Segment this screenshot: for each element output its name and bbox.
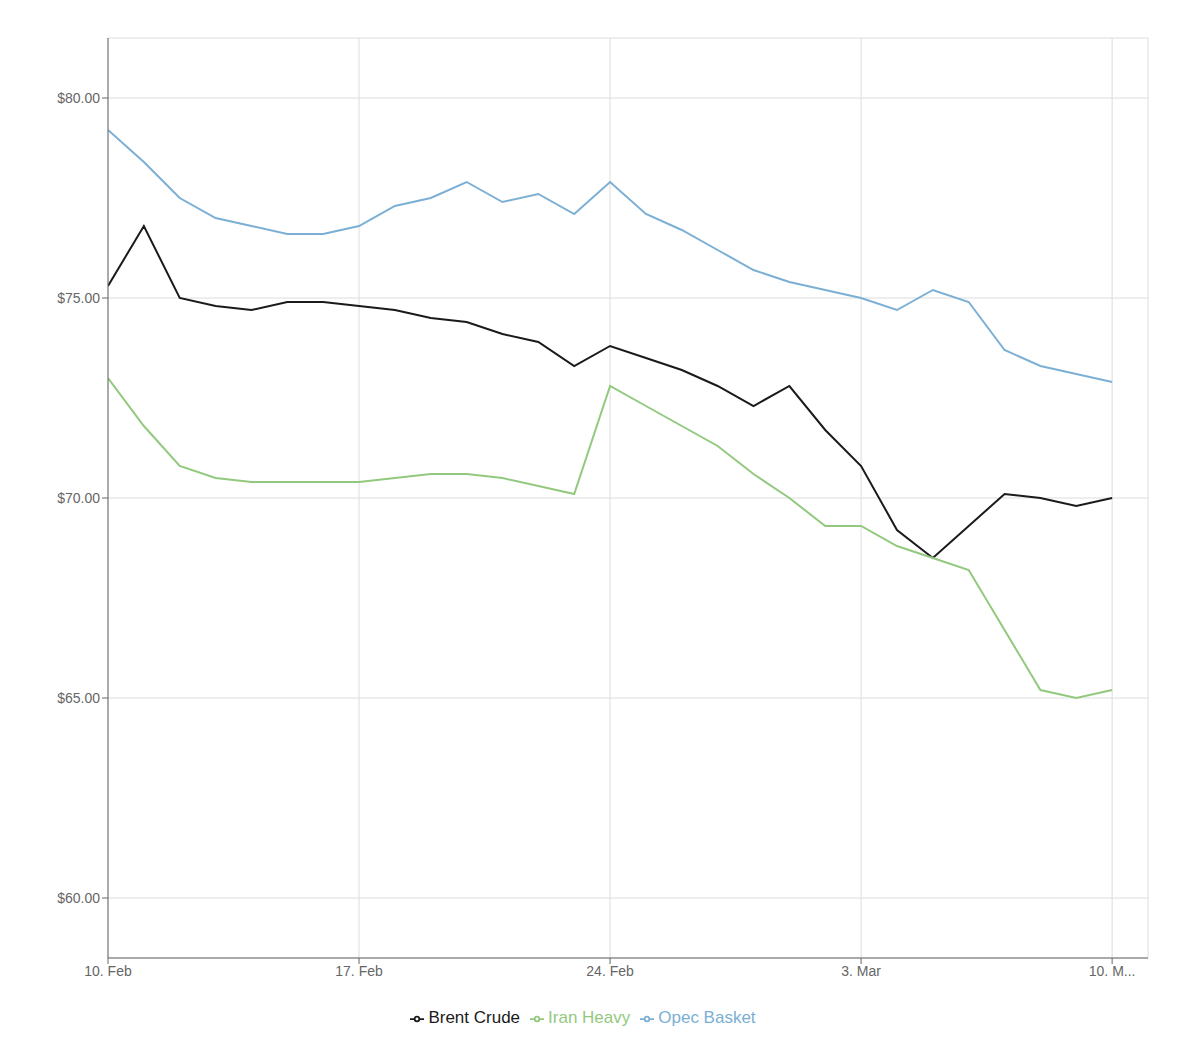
svg-text:24. Feb: 24. Feb [586, 963, 634, 979]
svg-text:$70.00: $70.00 [57, 490, 100, 506]
svg-text:17. Feb: 17. Feb [335, 963, 383, 979]
svg-text:10. M...: 10. M... [1089, 963, 1136, 979]
svg-text:$60.00: $60.00 [57, 890, 100, 906]
html-text:Brent Crude: Brent Crude [428, 1008, 521, 1027]
html-text:Iran Heavy: Iran Heavy [548, 1008, 631, 1027]
html-text:Opec Basket: Opec Basket [658, 1008, 756, 1027]
svg-text:$75.00: $75.00 [57, 290, 100, 306]
svg-text:10. Feb: 10. Feb [84, 963, 132, 979]
svg-text:3. Mar: 3. Mar [841, 963, 881, 979]
svg-text:$80.00: $80.00 [57, 90, 100, 106]
svg-text:$65.00: $65.00 [57, 690, 100, 706]
